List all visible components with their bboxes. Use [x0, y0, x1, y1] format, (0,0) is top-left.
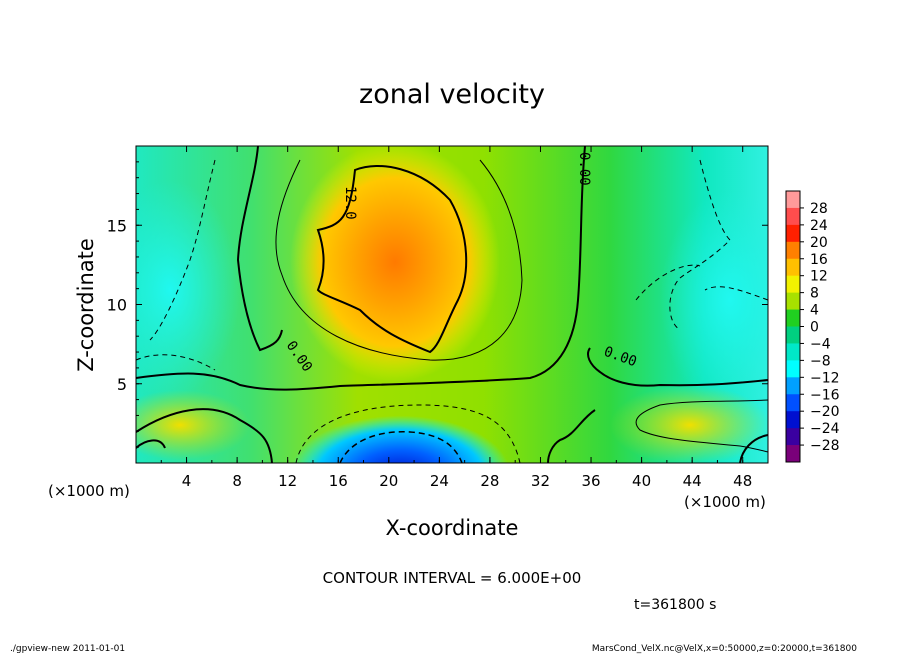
x-axis: 4 8 12 16 20 24 28 32 36 40 44 48 — [135, 146, 769, 490]
colorbar-swatch — [786, 224, 800, 243]
x-tick-label: 8 — [232, 472, 242, 490]
colorbar-label: −4 — [810, 336, 831, 352]
x-tick-label: 20 — [379, 472, 398, 490]
contour-interval: CONTOUR INTERVAL = 6.000E+00 — [323, 569, 582, 587]
x-tick-label: 24 — [430, 472, 449, 490]
colorbar-label: 8 — [810, 286, 819, 302]
colorbar-swatch — [786, 191, 800, 209]
chart-title: zonal velocity — [359, 79, 545, 110]
x-unit-right: (×1000 m) — [684, 493, 766, 511]
colorbar-swatch — [786, 377, 800, 395]
y-tick-label: 10 — [107, 296, 127, 315]
colorbar-label: 12 — [810, 269, 828, 285]
colorbar-swatch — [786, 309, 800, 327]
colorbar-label: 24 — [810, 218, 828, 234]
contour-zero-bottom — [136, 408, 273, 463]
time-label: t=361800 s — [634, 597, 716, 613]
contour-zero-lower-right — [739, 434, 768, 463]
colorbar-label: −16 — [810, 387, 840, 403]
contour-label: 12.0 — [342, 186, 358, 220]
colorbar-label: 0 — [810, 320, 819, 336]
x-tick-label: 4 — [182, 472, 192, 490]
colorbar-label: 4 — [810, 303, 819, 319]
colorbar-swatch — [786, 360, 800, 378]
colorbar-swatch — [786, 292, 800, 310]
colorbar-label: −24 — [810, 421, 840, 437]
x-tick-label: 40 — [632, 472, 651, 490]
x-tick-label: 44 — [683, 472, 702, 490]
y-tick-label: 5 — [117, 375, 127, 394]
colorbar-swatch — [786, 207, 800, 226]
contour-six — [275, 159, 523, 361]
contour-six-right — [635, 399, 768, 453]
contour-negative-outer — [295, 404, 521, 463]
x-axis-title: X-coordinate — [386, 516, 519, 540]
y-tick-label: 15 — [107, 216, 127, 235]
colorbar-label: −20 — [810, 404, 840, 420]
colorbar-label: −28 — [810, 438, 840, 454]
colorbar-label: −8 — [810, 353, 831, 369]
colorbar-swatch — [786, 394, 800, 412]
colorbar-swatch — [786, 258, 800, 277]
contour-zero-left — [136, 146, 586, 391]
colorbar-swatch — [786, 326, 800, 344]
yellow-region-lower-right — [610, 385, 768, 463]
colorbar-label: −12 — [810, 370, 840, 386]
contour-zero-right — [547, 347, 768, 463]
cold-core — [290, 404, 510, 463]
colorbar-label: 20 — [810, 235, 828, 251]
footer-right: MarsCond_VelX.nc@VelX,x=0:50000,z=0:2000… — [592, 644, 857, 654]
plot-area — [136, 146, 768, 463]
colorbar-swatch — [786, 343, 800, 361]
x-tick-label: 12 — [278, 472, 297, 490]
contour-label: 0.00 — [576, 152, 592, 186]
footer-left: ./gpview-new 2011-01-01 — [10, 644, 125, 654]
y-axis: 5 10 15 — [107, 161, 768, 448]
contour-negative-center — [339, 431, 463, 463]
colorbar-label: 28 — [810, 201, 828, 217]
cyan-region-right — [660, 190, 768, 410]
colorbar-label: 16 — [810, 252, 828, 268]
yellow-region-lower-left — [136, 390, 250, 460]
colorbar-swatch — [786, 275, 800, 294]
y-axis-title: Z-coordinate — [74, 238, 98, 372]
colorbar-swatch — [786, 445, 800, 463]
contour-negative-right — [635, 159, 768, 331]
warm-core — [290, 146, 500, 382]
x-tick-label: 32 — [531, 472, 550, 490]
x-unit-left: (×1000 m) — [48, 482, 130, 500]
x-tick-label: 48 — [733, 472, 752, 490]
cyan-region-left — [136, 180, 240, 400]
contour-negative-left — [136, 159, 216, 371]
colorbar-swatch — [786, 411, 800, 429]
x-tick-label: 28 — [480, 472, 499, 490]
contour-twelve — [316, 164, 468, 354]
contour-zero-outer — [236, 146, 283, 352]
colorbar-swatch — [786, 428, 800, 446]
x-tick-label: 16 — [329, 472, 348, 490]
x-tick-label: 36 — [581, 472, 600, 490]
colorbar-swatch — [786, 241, 800, 260]
